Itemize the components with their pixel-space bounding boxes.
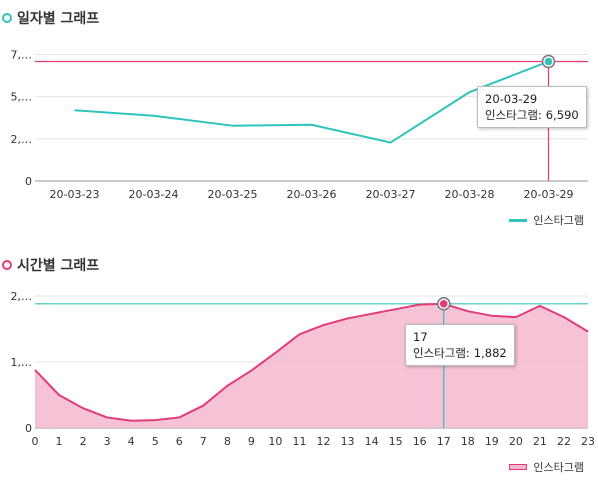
y-tick-label: 0	[25, 175, 32, 188]
teal-circle-icon	[2, 13, 12, 23]
x-tick-label: 8	[224, 435, 231, 448]
y-tick-label: 5,…	[11, 91, 33, 104]
x-tick-label: 15	[389, 435, 403, 448]
daily-line-chart[interactable]: 0 2,… 5,… 7,… 20-03-23 20-03-24 20-03-25 20-03-…	[0, 0, 598, 240]
series-line	[74, 60, 549, 144]
x-tick-label: 20-03-25	[208, 188, 258, 201]
daily-chart-title: 일자별 그래프	[17, 11, 100, 27]
x-tick-label: 17	[437, 435, 451, 448]
x-tick-label: 11	[292, 435, 306, 448]
highlight-marker	[439, 299, 448, 308]
x-tick-label: 2	[80, 435, 87, 448]
x-tick-label: 5	[152, 435, 159, 448]
hourly-chart-tooltip: 17 인스타그램: 1,882	[405, 324, 515, 366]
x-tick-label: 20-03-27	[366, 188, 416, 201]
legend-line-swatch	[509, 218, 528, 222]
daily-tooltip-value: 6,590	[545, 108, 579, 122]
y-tick-label: 1,…	[11, 356, 33, 369]
x-tick-label: 19	[485, 435, 499, 448]
x-tick-label: 6	[176, 435, 183, 448]
highlight-marker	[544, 57, 553, 66]
daily-chart-title-row: 일자별 그래프	[2, 8, 99, 28]
y-tick-label: 2,…	[11, 290, 33, 303]
hourly-tooltip-series: 인스타그램:	[413, 346, 470, 360]
hourly-chart-title-row: 시간별 그래프	[2, 255, 99, 275]
x-tick-label: 13	[341, 435, 355, 448]
x-tick-label: 20-03-24	[129, 188, 179, 201]
x-tick-label: 20	[509, 435, 523, 448]
daily-tooltip-label: 20-03-29	[485, 92, 538, 106]
x-tick-label: 18	[461, 435, 475, 448]
hourly-tooltip-label: 17	[413, 330, 428, 344]
daily-chart-legend[interactable]: 인스타그램	[509, 212, 584, 228]
x-tick-label: 14	[365, 435, 379, 448]
pink-circle-icon	[2, 260, 12, 270]
y-tick-label: 7,…	[11, 49, 33, 62]
x-tick-label: 10	[268, 435, 282, 448]
x-tick-label: 3	[104, 435, 111, 448]
daily-tooltip-series: 인스타그램:	[485, 108, 542, 122]
x-tick-label: 23	[581, 435, 595, 448]
hourly-tooltip-value: 1,882	[473, 346, 507, 360]
y-tick-label: 2,…	[11, 133, 33, 146]
x-tick-label: 16	[413, 435, 427, 448]
x-tick-label: 4	[128, 435, 135, 448]
daily-legend-label: 인스타그램	[533, 214, 584, 227]
x-tick-label: 21	[533, 435, 547, 448]
hourly-chart-title: 시간별 그래프	[17, 258, 100, 274]
x-tick-label: 0	[32, 435, 39, 448]
x-tick-label: 1	[56, 435, 63, 448]
series-line	[34, 302, 589, 422]
x-tick-label: 20-03-23	[50, 188, 100, 201]
x-tick-label: 9	[248, 435, 255, 448]
daily-chart-tooltip: 20-03-29 인스타그램: 6,590	[477, 86, 587, 128]
x-tick-label: 20-03-29	[524, 188, 574, 201]
hourly-legend-label: 인스타그램	[533, 461, 584, 474]
hourly-chart-legend[interactable]: 인스타그램	[509, 459, 584, 475]
x-tick-label: 20-03-26	[287, 188, 337, 201]
y-tick-label: 0	[25, 422, 32, 435]
x-tick-label: 20-03-28	[445, 188, 495, 201]
legend-area-swatch	[509, 464, 528, 470]
x-tick-label: 22	[557, 435, 571, 448]
x-tick-label: 12	[317, 435, 331, 448]
x-tick-label: 7	[200, 435, 207, 448]
